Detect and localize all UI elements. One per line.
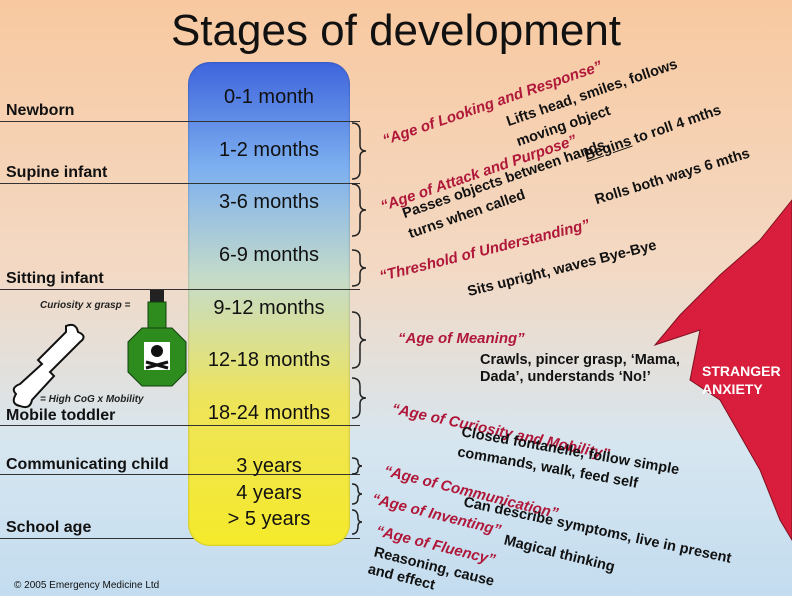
age-9-12: 9-12 months (213, 297, 325, 319)
mobility-label: = High CoG x Mobility (40, 394, 144, 405)
stage-line-sitting (0, 289, 360, 290)
age-3-6: 3-6 months (218, 191, 320, 213)
age-12-18: 12-18 months (207, 349, 331, 371)
milestone-meaning-1: Crawls, pincer grasp, ‘Mama, (480, 352, 680, 368)
bar-line-1 (188, 121, 350, 122)
age-0-1: 0-1 month (223, 86, 315, 108)
stage-supine-infant: Supine infant (6, 164, 108, 181)
age-3y: 3 years (236, 455, 302, 477)
stranger-anxiety-label: STRANGER ANXIETY (702, 362, 781, 398)
bar-line-4 (188, 425, 350, 426)
age-6-9: 6-9 months (218, 244, 320, 266)
age-18-24: 18-24 months (207, 402, 331, 424)
milestone-meaning-2: Dada’, understands ‘No!’ (480, 369, 651, 385)
poison-bottle-icon (127, 290, 187, 387)
bar-line-2 (188, 183, 350, 184)
stage-mobile-toddler: Mobile toddler (6, 407, 116, 424)
copyright: © 2005 Emergency Medicine Ltd (14, 580, 160, 591)
curiosity-grasp-label: Curiosity x grasp = (40, 300, 131, 311)
age-bar (188, 62, 350, 546)
stage-school-age: School age (6, 519, 92, 536)
stage-line-supine (0, 183, 360, 184)
stage-sitting-infant: Sitting infant (6, 270, 104, 287)
stage-line-communicating (0, 474, 360, 475)
page-title: Stages of development (170, 6, 622, 55)
stranger-text-2: ANXIETY (702, 381, 763, 397)
epoch-meaning: “Age of Meaning” (398, 330, 525, 347)
stage-communicating-child: Communicating child (6, 456, 169, 473)
stage-newborn: Newborn (6, 102, 75, 119)
stage-line-newborn (0, 121, 360, 122)
stage-line-mobile (0, 425, 360, 426)
age-1-2: 1-2 months (218, 139, 320, 161)
age-4y: 4 years (236, 482, 302, 504)
stranger-text-1: STRANGER (702, 363, 781, 379)
broken-bone-icon (12, 323, 85, 409)
bar-line-5 (188, 474, 350, 475)
stage-line-school (0, 538, 360, 539)
age-5y: > 5 years (227, 508, 311, 530)
brace-group (351, 122, 367, 535)
bar-line-3 (188, 289, 350, 290)
